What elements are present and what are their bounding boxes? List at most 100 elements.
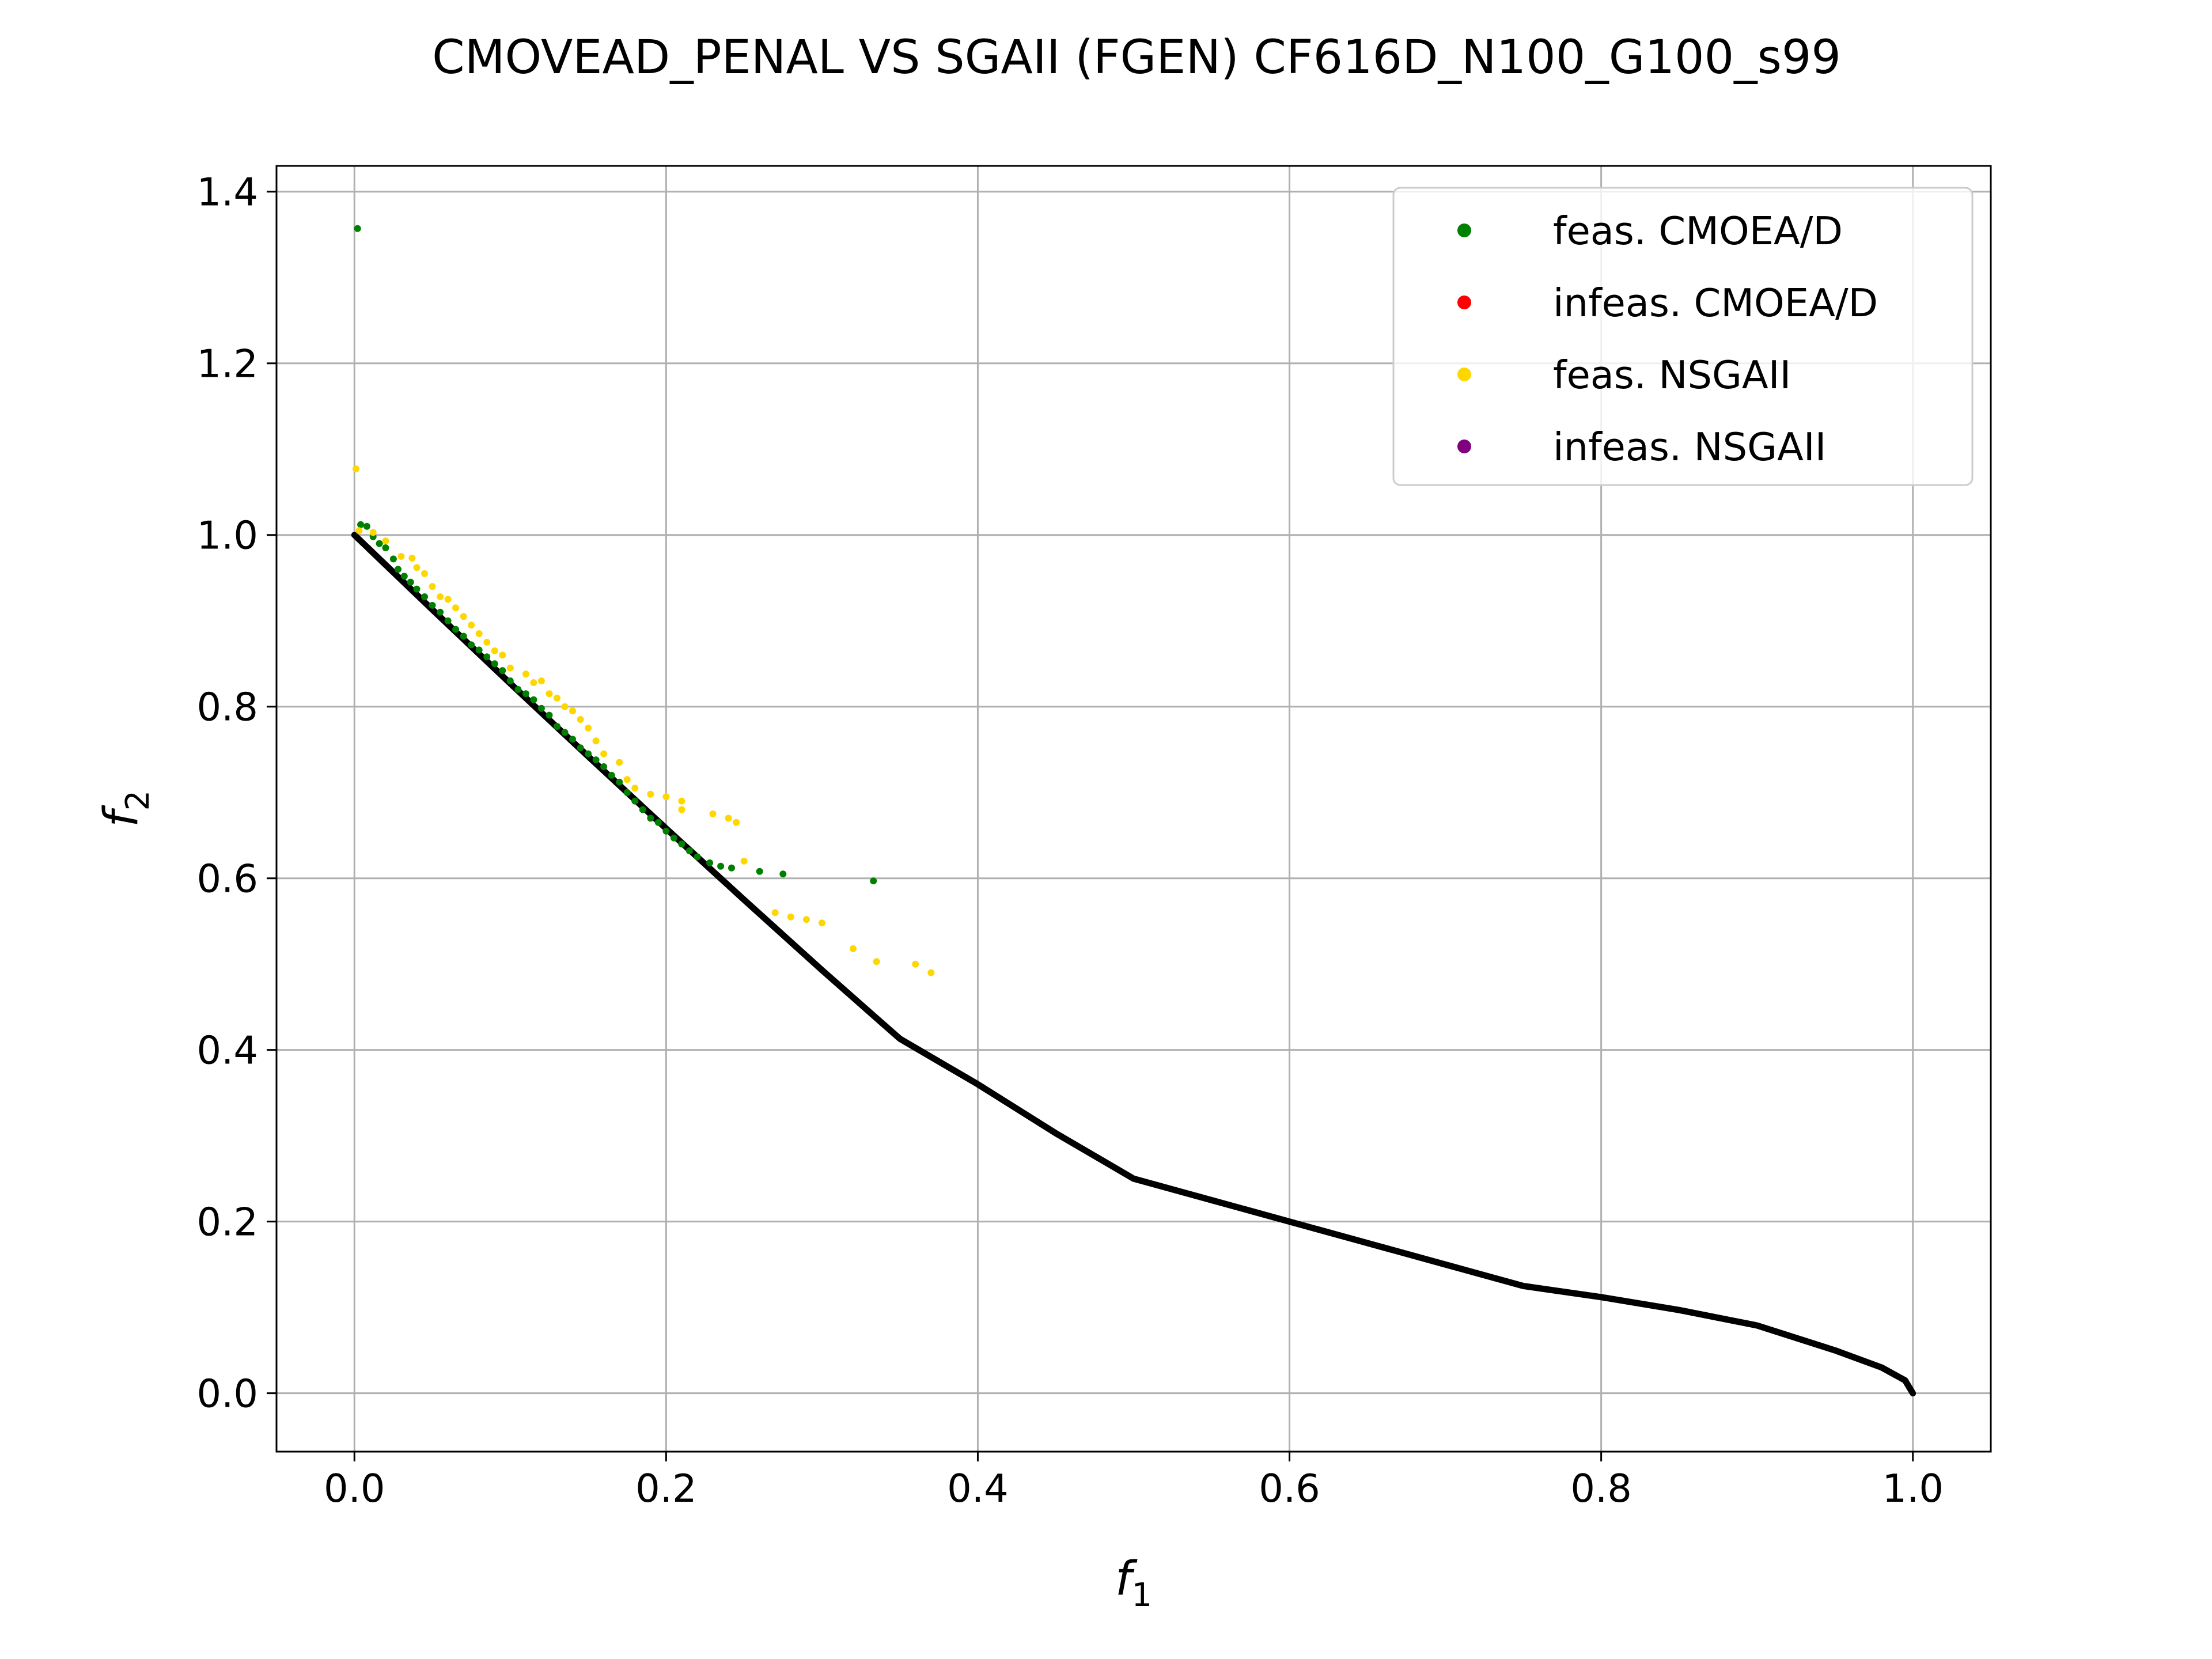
legend-entry-infeas-cmoea-d: infeas. CMOEA/D (1457, 281, 1878, 325)
y-tick-label: 0.8 (196, 685, 258, 730)
data-point (514, 685, 522, 693)
data-point (733, 819, 740, 826)
data-point (522, 690, 529, 698)
data-point (468, 622, 475, 629)
data-point (577, 716, 584, 723)
data-point (779, 870, 787, 878)
legend-entry-feas-cmoea-d: feas. CMOEA/D (1457, 209, 1843, 253)
data-point (678, 806, 685, 813)
data-point (654, 819, 662, 826)
data-point (354, 225, 361, 232)
data-point (554, 694, 560, 702)
legend-entries: feas. CMOEA/D infeas. CMOEA/D feas. NSGAII… (1457, 209, 1878, 469)
data-point (506, 677, 514, 684)
data-point (725, 815, 732, 822)
series-feas-cmoea-d (354, 225, 877, 885)
data-point (554, 723, 560, 730)
series-feas-nsgaii (353, 465, 935, 976)
y-tick-label: 1.0 (196, 513, 258, 558)
chart-title: CMOVEAD_PENAL VS SGAII (FGEN) CF616D_N10… (432, 31, 1841, 85)
data-point (452, 604, 460, 612)
data-point (870, 877, 877, 885)
data-point (491, 660, 498, 668)
data-point (353, 465, 359, 472)
scatter-points-layer (353, 225, 935, 976)
data-point (670, 834, 677, 842)
data-point (437, 593, 444, 600)
data-point (802, 916, 810, 923)
data-point (397, 552, 405, 560)
data-point (483, 638, 491, 646)
data-point (912, 960, 919, 968)
data-point (694, 853, 701, 861)
data-point (506, 664, 514, 672)
pareto-front-line (351, 532, 1916, 1397)
y-tick-label: 0.6 (196, 857, 258, 902)
data-point (369, 529, 377, 536)
legend-label: infeas. NSGAII (1553, 425, 1826, 469)
data-point (452, 626, 460, 633)
data-point (685, 847, 693, 854)
data-point (740, 857, 748, 865)
data-point (522, 671, 529, 678)
data-point (631, 797, 639, 805)
legend-entry-feas-nsgaii: feas. NSGAII (1457, 353, 1791, 397)
data-point (608, 771, 615, 779)
data-point (546, 711, 553, 719)
data-point (709, 810, 717, 817)
data-point (623, 776, 631, 783)
data-point (706, 859, 714, 866)
data-point (678, 797, 685, 805)
data-point (537, 677, 545, 684)
legend-box (1392, 187, 1974, 486)
y-tick-label: 0.4 (196, 1028, 258, 1073)
data-point (460, 613, 467, 620)
data-point (355, 527, 363, 535)
data-point (756, 868, 763, 875)
legend-label: feas. CMOEA/D (1553, 209, 1843, 253)
data-point (363, 522, 370, 530)
data-point (376, 540, 383, 547)
y-tick-label: 1.4 (196, 170, 258, 215)
data-point (546, 690, 553, 698)
legend-marker (1457, 368, 1471, 381)
data-point (569, 707, 576, 715)
data-point (475, 630, 483, 637)
data-point (569, 736, 576, 743)
data-point (616, 759, 623, 766)
data-point (561, 703, 569, 710)
legend-entry-infeas-nsgaii: infeas. NSGAII (1457, 425, 1826, 469)
data-point (499, 667, 506, 675)
data-point (717, 862, 725, 870)
data-point (444, 596, 452, 603)
legend-label: feas. NSGAII (1553, 353, 1791, 397)
data-point (577, 744, 584, 752)
data-point (429, 601, 436, 609)
data-point (631, 785, 639, 792)
data-point (873, 958, 880, 965)
data-point (592, 737, 600, 745)
data-point (647, 815, 654, 822)
data-point (616, 778, 623, 786)
data-point (639, 806, 646, 813)
data-point (475, 646, 483, 654)
data-point (357, 521, 365, 528)
data-point (389, 555, 397, 563)
data-point (561, 729, 569, 736)
data-point (460, 632, 467, 640)
data-point (850, 945, 857, 952)
legend-label: infeas. CMOEA/D (1553, 281, 1878, 325)
data-point (499, 652, 506, 659)
data-point (600, 763, 608, 770)
data-point (395, 566, 402, 573)
legend-marker (1457, 224, 1471, 237)
data-point (444, 617, 452, 624)
data-point (585, 724, 592, 732)
x-tick-label: 0.8 (1570, 1466, 1632, 1511)
data-point (421, 570, 428, 577)
x-axis-ticks: 0.0 0.2 0.4 0.6 0.8 1.0 (324, 1452, 1944, 1511)
data-point (491, 647, 498, 654)
data-point (530, 696, 537, 703)
